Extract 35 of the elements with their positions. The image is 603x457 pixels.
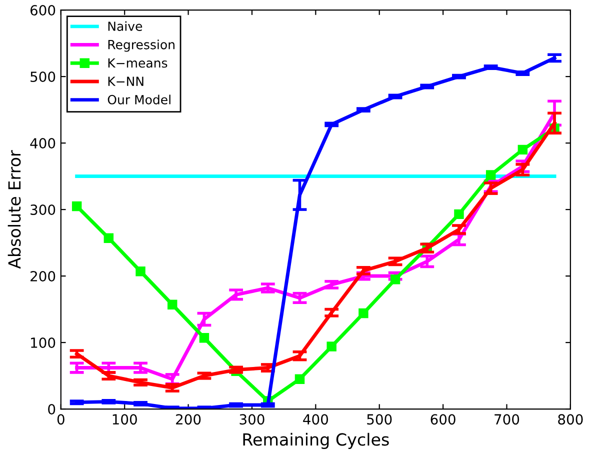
x-tick-label: 600: [430, 414, 456, 425]
point: [326, 342, 336, 352]
x-tick-label: 300: [240, 414, 264, 425]
legend-label: K−means: [108, 58, 168, 68]
x-axis-title: Remaining Cycles: [243, 432, 389, 450]
y-tick-label: 100: [31, 337, 56, 348]
point: [518, 144, 528, 155]
x-tick-label: 700: [494, 414, 520, 425]
point: [72, 201, 82, 212]
point: [390, 274, 400, 284]
x-tick-label: 0: [57, 414, 64, 425]
legend-label: Regression: [108, 40, 174, 52]
y-tick-label: 200: [30, 270, 56, 282]
y-tick-label: 500: [30, 72, 56, 82]
y-tick-label: 0: [48, 404, 56, 414]
y-tick-label: 400: [30, 138, 56, 149]
y-tick-label: 300: [30, 204, 56, 216]
point: [199, 333, 210, 343]
x-tick-label: 200: [176, 414, 201, 425]
x-tick-label: 100: [112, 414, 137, 425]
legend-label: K−NN: [108, 76, 144, 86]
point: [358, 308, 368, 318]
point: [454, 209, 464, 220]
legend-label: Naive: [108, 21, 142, 31]
point: [136, 266, 146, 276]
point: [168, 300, 178, 310]
legend-label: Our Model: [108, 94, 170, 104]
x-tick-label: 800: [558, 414, 583, 425]
x-tick-label: 500: [367, 414, 392, 425]
x-tick-label: 400: [303, 414, 328, 425]
point: [486, 170, 496, 180]
y-tick-label: 600: [30, 5, 56, 16]
point: [294, 374, 305, 384]
y-axis-title: Absolute Error: [8, 150, 21, 269]
point: [104, 233, 114, 243]
